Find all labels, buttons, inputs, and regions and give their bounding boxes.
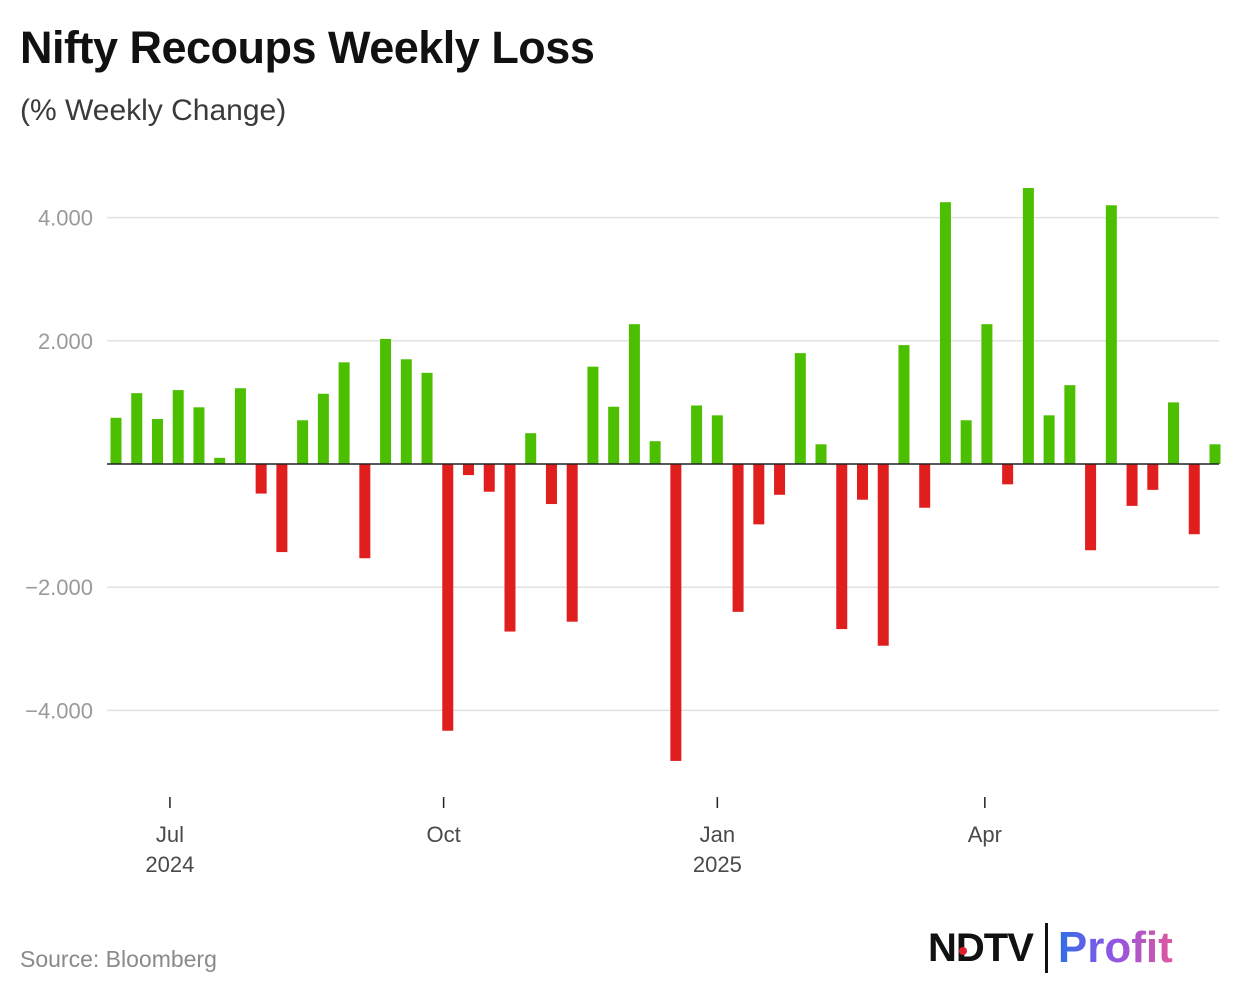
x-tick-year-label: 2025 <box>693 852 742 877</box>
bar <box>939 202 951 464</box>
bar <box>1168 402 1180 464</box>
bar <box>1085 464 1097 551</box>
x-tick-label: Apr <box>968 822 1002 847</box>
bar <box>1064 385 1076 464</box>
bar <box>421 372 433 464</box>
bar <box>691 405 703 464</box>
bar <box>193 407 205 464</box>
bar <box>1209 444 1221 464</box>
bar <box>774 464 786 495</box>
bar <box>670 464 682 761</box>
bar <box>172 390 184 464</box>
bar <box>1188 464 1200 535</box>
bar <box>711 415 723 464</box>
bar <box>898 345 910 464</box>
bar <box>276 464 288 553</box>
bar <box>1043 415 1055 464</box>
y-tick-label: 2.000 <box>38 329 93 354</box>
bar <box>1022 188 1034 465</box>
bar <box>794 353 806 464</box>
bar-chart: 4.000 2.000 −2.000 −4.000 Jul 2024 Oct Jan 2025 A… <box>25 188 1221 877</box>
bar <box>836 464 848 630</box>
bar <box>608 406 620 464</box>
bar <box>297 420 309 464</box>
bar <box>919 464 931 508</box>
bar <box>856 464 868 500</box>
bar <box>1105 205 1117 464</box>
bar <box>587 366 599 464</box>
x-tick-label: Jan <box>700 822 735 847</box>
logo-dot <box>959 947 967 955</box>
bar <box>214 457 226 464</box>
bar <box>463 464 475 476</box>
x-tick-label: Oct <box>427 822 461 847</box>
bar <box>359 464 371 559</box>
x-tick-label: Jul <box>156 822 184 847</box>
chart-subtitle: (% Weekly Change) <box>20 94 287 127</box>
bar <box>628 324 640 464</box>
bar <box>732 464 744 612</box>
bar <box>504 464 516 632</box>
source-note: Source: Bloomberg <box>20 946 217 972</box>
ndtv-wordmark: NDTV <box>928 926 1034 970</box>
bar <box>753 464 765 525</box>
chart-title: Nifty Recoups Weekly Loss <box>20 22 595 73</box>
y-tick-label: −4.000 <box>25 698 93 723</box>
y-tick-label: −2.000 <box>25 575 93 600</box>
profit-wordmark: Profit <box>1057 923 1173 972</box>
bar <box>815 444 827 464</box>
bar <box>400 359 412 464</box>
bar <box>234 388 246 464</box>
ndtv-profit-logo: NDTV Profit <box>928 920 1173 976</box>
bar <box>317 393 329 464</box>
bar <box>151 419 163 464</box>
bar <box>1126 464 1138 506</box>
bar <box>255 464 267 494</box>
bar <box>960 420 972 464</box>
logo-separator <box>1044 923 1048 973</box>
bar <box>380 338 392 464</box>
bar <box>649 441 661 464</box>
bar <box>1002 464 1014 485</box>
bar <box>566 464 578 622</box>
bar <box>1147 464 1159 490</box>
bar <box>545 464 557 505</box>
bar <box>442 464 454 731</box>
y-tick-label: 4.000 <box>38 206 93 231</box>
bar <box>483 464 495 492</box>
bar <box>877 464 889 646</box>
x-tick-year-label: 2024 <box>145 852 194 877</box>
bar <box>525 433 537 464</box>
bar <box>110 417 122 464</box>
bar <box>131 393 143 464</box>
bar <box>981 324 993 464</box>
bar <box>338 362 350 464</box>
